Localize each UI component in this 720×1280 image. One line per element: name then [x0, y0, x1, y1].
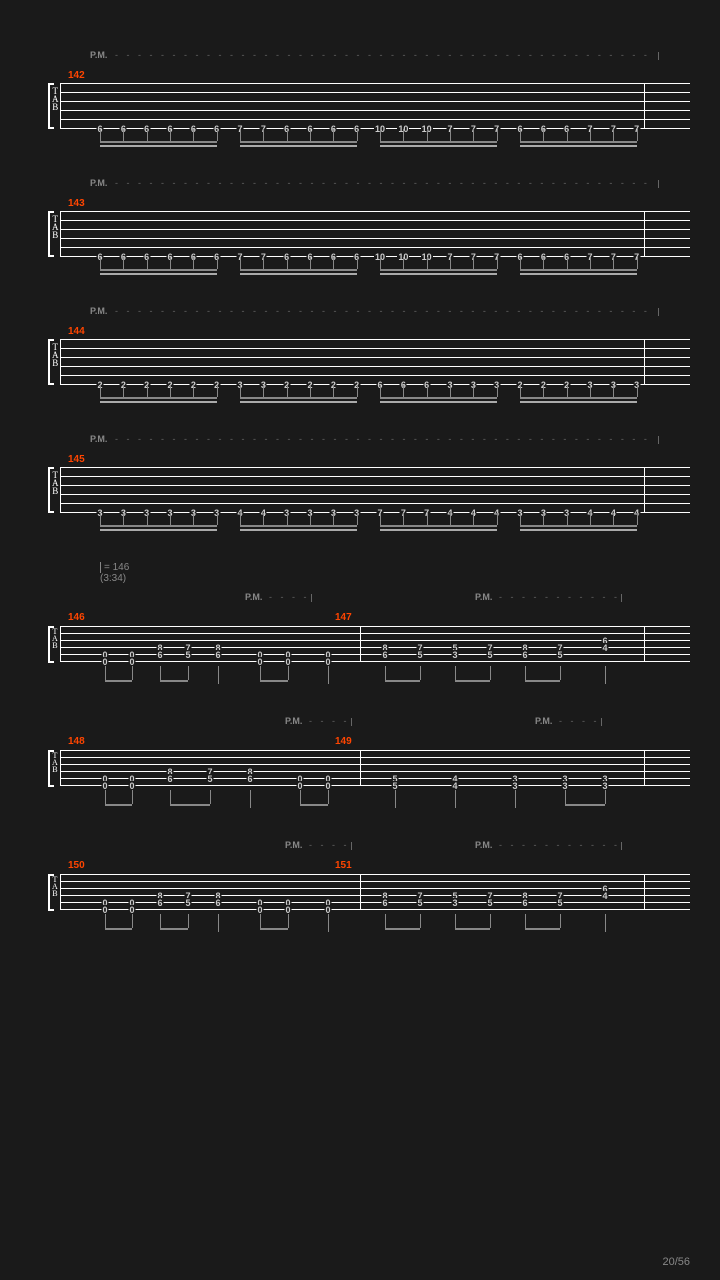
time-marker: (3:34) [100, 573, 690, 584]
pm-label: P.M. [245, 592, 262, 602]
measure-block: P.M. 142 TAB 666666776666101010777666777 [30, 50, 690, 138]
fret-number: 5 [184, 650, 191, 660]
measure-number: 143 [68, 198, 690, 209]
pm-dashes [115, 306, 655, 316]
system-bracket [48, 467, 50, 513]
measure-number: 149 [335, 736, 352, 747]
fret-number: 6 [214, 898, 221, 908]
pm-label: P.M. [90, 306, 107, 316]
measure-block: P.M. 145 TAB 333333443333777444333444 [30, 434, 690, 522]
fret-number: 3 [451, 898, 458, 908]
pm-label: P.M. [90, 50, 107, 60]
pm-dashes [559, 716, 599, 726]
measure-number: 144 [68, 326, 690, 337]
system-bracket [48, 339, 50, 385]
pm-label: P.M. [90, 178, 107, 188]
fret-number: 5 [556, 650, 563, 660]
measure-number: 145 [68, 454, 690, 465]
fret-number: 6 [214, 650, 221, 660]
tab-staff: TAB 666666776666101010777666777 [30, 83, 690, 138]
pm-dashes [499, 840, 619, 850]
measure-number: 148 [68, 736, 85, 747]
tab-clef: TAB [52, 343, 59, 367]
system-bracket [48, 626, 50, 663]
fret-number: 6 [521, 650, 528, 660]
measure-block: P.M.P.M. 150 151 TAB 0000867586000000867… [30, 840, 690, 919]
pm-dashes [115, 50, 655, 60]
tab-clef: TAB [52, 876, 58, 897]
fret-number: 4 [601, 643, 608, 653]
measure-number: 150 [68, 860, 85, 871]
pm-dashes [115, 178, 655, 188]
fret-number: 5 [184, 898, 191, 908]
tab-clef: TAB [52, 628, 58, 649]
measure-number: 142 [68, 70, 690, 81]
pm-dashes [309, 716, 349, 726]
pm-label: P.M. [285, 716, 302, 726]
tab-staff: TAB 000086758600000086755375867564 [30, 626, 690, 671]
pm-dashes [499, 592, 619, 602]
tab-page: P.M. 142 TAB 666666776666101010777666777… [0, 0, 720, 984]
fret-number: 6 [381, 898, 388, 908]
fret-number: 5 [416, 898, 423, 908]
fret-number: 5 [486, 898, 493, 908]
system-bracket [48, 750, 50, 787]
tab-staff: TAB 333333443333777444333444 [30, 467, 690, 522]
pm-label: P.M. [90, 434, 107, 444]
system-bracket [48, 874, 50, 911]
pm-dashes [115, 434, 655, 444]
pm-label: P.M. [285, 840, 302, 850]
pm-dashes [269, 592, 309, 602]
tab-clef: TAB [52, 87, 59, 111]
system-bracket [48, 211, 50, 257]
measure-block: P.M. P.M. 148 149 TAB 0000867586000055443… [30, 716, 690, 795]
fret-number: 3 [451, 650, 458, 660]
measure-number: 146 [68, 612, 85, 623]
measure-block: P.M.P.M. 146 147 TAB 0000867586000000867… [30, 592, 690, 671]
fret-number: 6 [521, 898, 528, 908]
tab-staff: TAB 000086758600005544333333 [30, 750, 690, 795]
fret-number: 4 [601, 891, 608, 901]
system-bracket [48, 83, 50, 129]
tab-clef: TAB [52, 471, 59, 495]
fret-number: 6 [381, 650, 388, 660]
fret-number: 5 [416, 650, 423, 660]
fret-number: 6 [156, 898, 163, 908]
pm-dashes [309, 840, 349, 850]
pm-label: P.M. [535, 716, 552, 726]
pm-label: P.M. [475, 840, 492, 850]
tempo-marking: = 146 [100, 562, 690, 573]
tab-staff: TAB 666666776666101010777666777 [30, 211, 690, 266]
tab-staff: TAB 000086758600000086755375867564 [30, 874, 690, 919]
tab-clef: TAB [52, 215, 59, 239]
fret-number: 6 [166, 774, 173, 784]
fret-number: 5 [206, 774, 213, 784]
measure-block: P.M. 144 TAB 222222332222666333222333 [30, 306, 690, 394]
page-number: 20/56 [662, 1256, 690, 1268]
measure-block: P.M. 143 TAB 666666776666101010777666777 [30, 178, 690, 266]
tab-clef: TAB [52, 752, 58, 773]
pm-label: P.M. [475, 592, 492, 602]
fret-number: 5 [556, 898, 563, 908]
fret-number: 6 [246, 774, 253, 784]
tab-staff: TAB 222222332222666333222333 [30, 339, 690, 394]
fret-number: 6 [156, 650, 163, 660]
fret-number: 5 [486, 650, 493, 660]
measure-number: 147 [335, 612, 352, 623]
measure-number: 151 [335, 860, 352, 871]
